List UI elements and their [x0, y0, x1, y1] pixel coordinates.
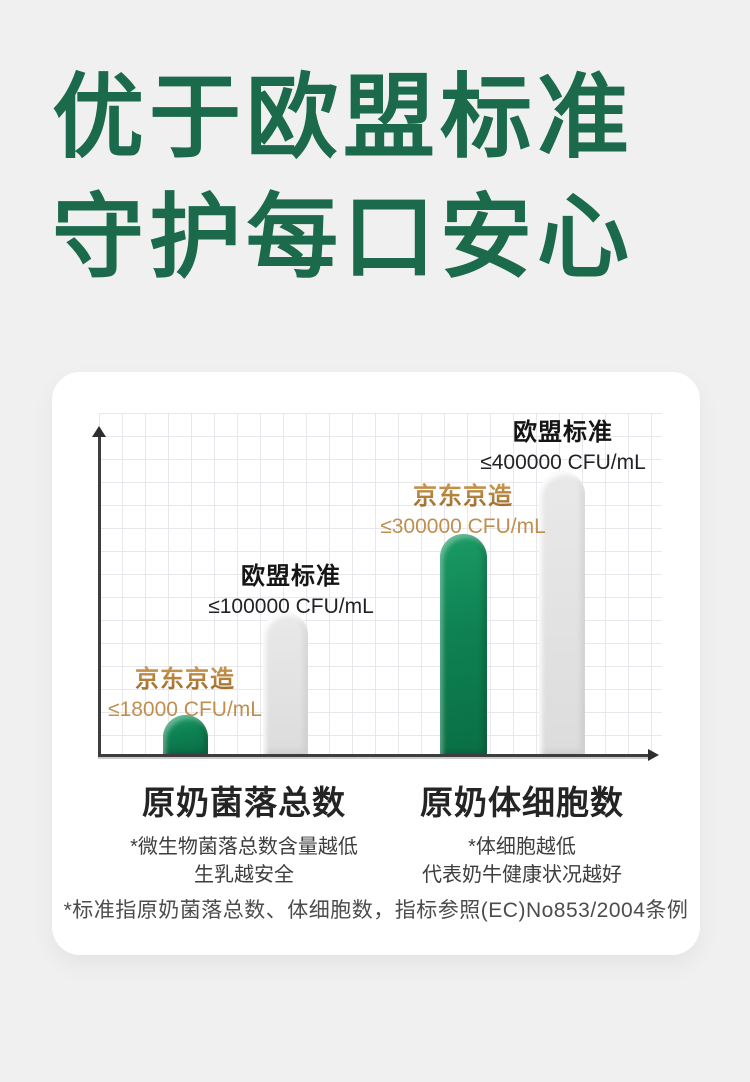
category-somatic-cells: 原奶体细胞数 *体细胞越低 代表奶牛健康状况越好: [420, 776, 624, 889]
y-axis-line: [98, 436, 101, 754]
y-axis-arrow-icon: [92, 426, 106, 437]
label-jd-somatic-value: ≤300000 CFU/mL: [380, 515, 546, 538]
category-colony-count: 原奶菌落总数 *微生物菌落总数含量越低 生乳越安全: [130, 776, 358, 889]
label-jd-colony-series: 京东京造: [108, 659, 262, 694]
label-jd-colony-value: ≤18000 CFU/mL: [108, 698, 262, 721]
headline: 优于欧盟标准 守护每口安心: [52, 58, 712, 298]
label-eu-somatic-series: 欧盟标准: [512, 419, 613, 446]
label-eu-somatic: 欧盟标准 ≤400000 CFU/mL: [480, 412, 646, 475]
category-colony-note: *微生物菌落总数含量越低 生乳越安全: [130, 833, 358, 889]
headline-line-1: 优于欧盟标准: [52, 67, 635, 169]
category-colony-note-line2: 生乳越安全: [193, 864, 294, 886]
headline-line-2: 守护每口安心: [52, 187, 635, 289]
label-eu-somatic-value: ≤400000 CFU/mL: [480, 451, 646, 474]
bar-jd-colony-count: [163, 715, 208, 754]
label-jd-somatic-series: 京东京造: [380, 476, 546, 511]
x-axis-line: [98, 754, 650, 757]
label-eu-colony-series: 欧盟标准: [240, 563, 341, 590]
category-colony-title: 原奶菌落总数: [141, 784, 346, 821]
bar-jd-somatic-cells: [440, 534, 487, 754]
category-somatic-title: 原奶体细胞数: [420, 784, 624, 821]
standards-reference-note: *标准指原奶菌落总数、体细胞数，指标参照(EC)No853/2004条例: [63, 899, 689, 922]
label-eu-colony: 欧盟标准 ≤100000 CFU/mL: [208, 556, 374, 619]
label-jd-somatic: 京东京造 ≤300000 CFU/mL: [380, 476, 546, 539]
x-axis-arrow-icon: [648, 749, 659, 761]
category-somatic-note-line2: 代表奶牛健康状况越好: [422, 864, 622, 886]
category-somatic-note-line1: *体细胞越低: [468, 836, 576, 858]
chart-card: 京东京造 ≤18000 CFU/mL 欧盟标准 ≤100000 CFU/mL 京…: [52, 372, 700, 955]
label-eu-colony-value: ≤100000 CFU/mL: [208, 595, 374, 618]
bar-eu-somatic-cells: [539, 471, 585, 754]
category-colony-note-line1: *微生物菌落总数含量越低: [130, 836, 358, 858]
label-jd-colony: 京东京造 ≤18000 CFU/mL: [108, 659, 262, 722]
category-somatic-note: *体细胞越低 代表奶牛健康状况越好: [420, 833, 624, 889]
bar-eu-colony-count: [263, 612, 308, 754]
